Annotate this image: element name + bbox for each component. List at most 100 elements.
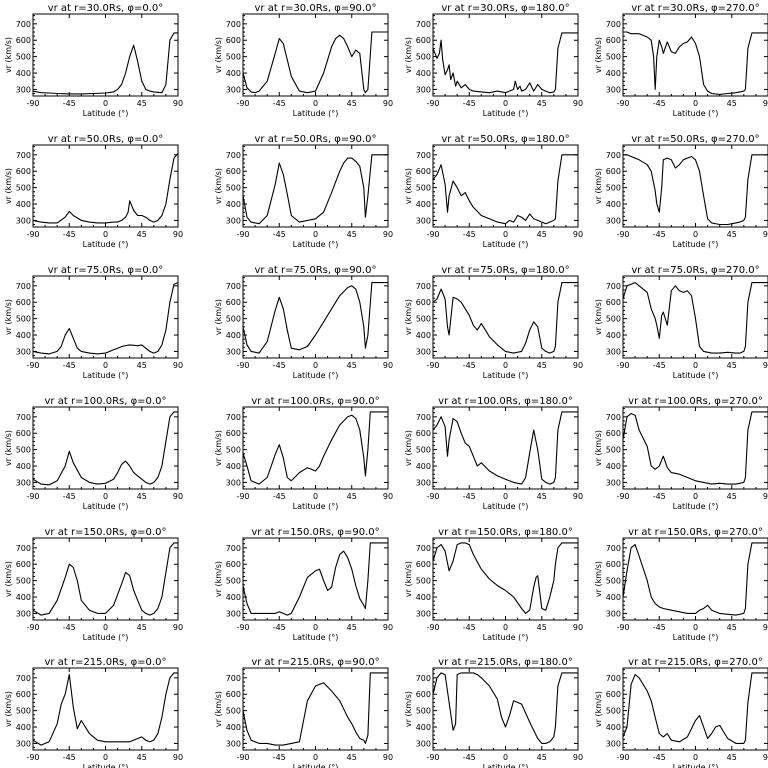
x-tick-label: 45	[727, 623, 737, 632]
y-axis-label: vr (km/s)	[404, 168, 413, 204]
y-axis-label: vr (km/s)	[4, 299, 13, 335]
panel-10: vr at r=75.0Rs, φ=90.0° -90 -45 0 45 90 300 400…	[214, 265, 393, 380]
y-axis-label: vr (km/s)	[404, 299, 413, 335]
y-tick-label: 400	[606, 723, 621, 732]
panel-title: vr at r=150.0Rs, φ=90.0°	[251, 527, 379, 538]
y-tick-label: 700	[416, 544, 431, 553]
y-tick-label: 600	[416, 298, 431, 307]
series-line	[32, 282, 179, 355]
panel-title: vr at r=150.0Rs, φ=180.0°	[438, 527, 573, 538]
x-tick-label: 45	[537, 623, 547, 632]
y-tick-label: 600	[416, 36, 431, 45]
x-tick-label: -45	[463, 492, 476, 501]
y-tick-label: 700	[16, 413, 31, 422]
y-axis-label: vr (km/s)	[594, 168, 603, 204]
y-tick-label: 300	[416, 739, 431, 748]
y-tick-label: 300	[606, 739, 621, 748]
x-tick-label: -90	[236, 361, 249, 370]
x-tick-label: 45	[347, 99, 357, 108]
y-tick-label: 700	[226, 282, 241, 291]
x-tick-label: 90	[383, 623, 393, 632]
x-tick-label: 45	[347, 753, 357, 762]
y-tick-label: 300	[226, 85, 241, 94]
x-tick-label: 45	[347, 230, 357, 239]
y-tick-label: 500	[416, 577, 431, 586]
y-tick-label: 500	[226, 53, 241, 62]
y-tick-label: 500	[226, 577, 241, 586]
y-tick-label: 700	[606, 151, 621, 160]
x-tick-label: 90	[573, 99, 583, 108]
y-tick-label: 300	[606, 85, 621, 94]
y-tick-label: 300	[416, 216, 431, 225]
x-tick-label: 0	[503, 230, 508, 239]
y-tick-label: 700	[606, 544, 621, 553]
y-tick-label: 700	[416, 20, 431, 29]
panel-title: vr at r=215.0Rs, φ=180.0°	[438, 657, 573, 668]
y-tick-label: 400	[16, 593, 31, 602]
y-tick-label: 600	[226, 690, 241, 699]
x-tick-label: -90	[616, 753, 629, 762]
plot-frame	[432, 144, 579, 228]
y-axis-label: vr (km/s)	[214, 168, 223, 204]
panel-title: vr at r=75.0Rs, φ=0.0°	[48, 265, 164, 276]
y-tick-label: 600	[16, 429, 31, 438]
panel-1: vr at r=30.0Rs, φ=0.0° -90 -45 0 45 90 300 400 5…	[4, 3, 183, 118]
x-tick-label: -90	[616, 492, 629, 501]
x-tick-label: -90	[616, 230, 629, 239]
x-tick-label: 45	[137, 361, 147, 370]
plot-frame	[622, 144, 768, 228]
x-tick-label: 0	[313, 230, 318, 239]
x-tick-label: 0	[103, 623, 108, 632]
x-tick-label: -90	[426, 623, 439, 632]
y-tick-label: 600	[606, 36, 621, 45]
series-line	[623, 31, 768, 95]
y-axis-label: vr (km/s)	[4, 561, 13, 597]
x-tick-label: 90	[573, 492, 583, 501]
y-tick-label: 500	[16, 577, 31, 586]
series-line	[32, 672, 178, 746]
y-axis-label: vr (km/s)	[404, 561, 413, 597]
y-tick-label: 700	[416, 282, 431, 291]
y-tick-label: 700	[416, 413, 431, 422]
y-axis-label: vr (km/s)	[214, 561, 223, 597]
y-tick-label: 600	[416, 429, 431, 438]
x-tick-label: -90	[26, 753, 39, 762]
y-tick-label: 300	[16, 216, 31, 225]
y-tick-label: 400	[416, 593, 431, 602]
y-tick-label: 600	[606, 690, 621, 699]
x-tick-label: -45	[63, 623, 76, 632]
y-tick-label: 400	[606, 200, 621, 209]
panel-title: vr at r=30.0Rs, φ=270.0°	[631, 3, 759, 14]
y-tick-label: 700	[226, 544, 241, 553]
x-tick-label: -45	[653, 492, 666, 501]
y-tick-label: 400	[226, 723, 241, 732]
x-tick-label: 90	[763, 361, 768, 370]
series-line	[32, 411, 178, 486]
y-axis-label: vr (km/s)	[214, 430, 223, 466]
panel-13: vr at r=100.0Rs, φ=0.0° -90 -45 0 45 90 300 400…	[4, 396, 183, 511]
panel-title: vr at r=75.0Rs, φ=90.0°	[255, 265, 377, 276]
x-axis-label: Latitude (°)	[483, 633, 529, 642]
series-line	[242, 672, 388, 746]
y-tick-label: 500	[606, 577, 621, 586]
x-axis-label: Latitude (°)	[83, 109, 129, 118]
y-tick-label: 600	[16, 560, 31, 569]
y-tick-label: 400	[416, 723, 431, 732]
x-tick-label: -90	[426, 753, 439, 762]
panel-21: vr at r=215.0Rs, φ=0.0° -90 -45 0 45 90 300 400…	[4, 657, 183, 768]
x-tick-label: 0	[693, 230, 698, 239]
series-line	[432, 542, 578, 614]
plot-frame	[242, 144, 389, 228]
y-tick-label: 300	[606, 347, 621, 356]
x-tick-label: -90	[616, 623, 629, 632]
panel-title: vr at r=50.0Rs, φ=270.0°	[631, 134, 759, 145]
y-tick-label: 700	[416, 151, 431, 160]
series-line	[242, 542, 388, 616]
series-line	[623, 154, 768, 226]
y-tick-label: 300	[16, 85, 31, 94]
x-tick-label: 90	[383, 230, 393, 239]
y-tick-label: 400	[16, 200, 31, 209]
y-tick-label: 300	[606, 216, 621, 225]
x-tick-label: 45	[727, 753, 737, 762]
